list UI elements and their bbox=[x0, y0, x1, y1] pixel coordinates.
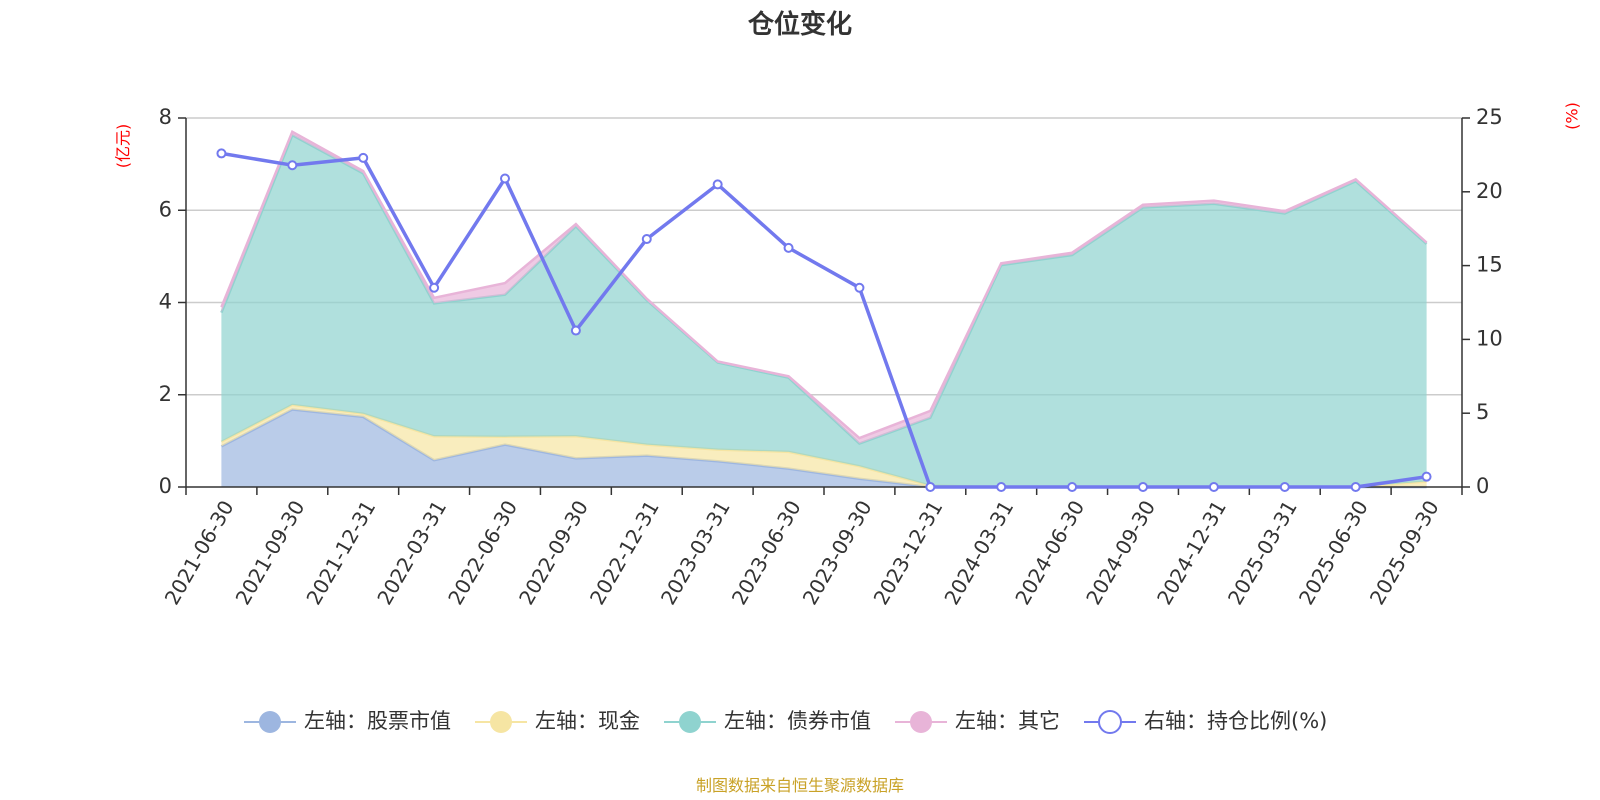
left-axis-unit: (亿元) bbox=[114, 124, 133, 169]
right-tick-label: 0 bbox=[1476, 474, 1489, 498]
legend-circle-marker bbox=[259, 711, 281, 733]
x-tick-label: 2023-03-31 bbox=[656, 496, 735, 609]
legend-circle-marker bbox=[910, 711, 932, 733]
left-tick-label: 0 bbox=[159, 474, 172, 498]
right-tick-label: 5 bbox=[1476, 400, 1489, 424]
x-tick-label: 2025-03-31 bbox=[1223, 496, 1302, 609]
right-tick-label: 15 bbox=[1476, 253, 1503, 277]
left-tick-label: 2 bbox=[159, 382, 172, 406]
ratio-point bbox=[712, 179, 723, 190]
ratio-point bbox=[358, 152, 369, 163]
ratio-point bbox=[996, 482, 1007, 492]
ratio-line bbox=[221, 151, 1427, 489]
ratio-point bbox=[570, 325, 581, 336]
ratio-point bbox=[1138, 482, 1148, 492]
right-tick-label: 25 bbox=[1476, 105, 1503, 129]
x-tick-label: 2021-09-30 bbox=[231, 496, 310, 609]
x-tick-label: 2024-09-30 bbox=[1081, 496, 1160, 609]
x-tick-label: 2024-03-31 bbox=[939, 496, 1018, 609]
ratio-point bbox=[925, 482, 936, 492]
area-edge-4 bbox=[220, 130, 1428, 440]
ratio-point bbox=[783, 242, 794, 253]
x-tick-label: 2023-06-30 bbox=[727, 496, 806, 609]
ratio-line-layer bbox=[216, 148, 1432, 492]
left-tick-label: 4 bbox=[159, 290, 172, 314]
x-tick-label: 2022-03-31 bbox=[372, 496, 451, 609]
chart-title: 仓位变化 bbox=[747, 9, 852, 40]
ratio-point bbox=[1067, 482, 1078, 492]
ratio-point bbox=[500, 173, 510, 184]
ratio-point bbox=[1208, 482, 1219, 492]
ratio-point bbox=[216, 148, 227, 159]
ratio-point bbox=[854, 282, 865, 293]
stacked-areas bbox=[220, 130, 1428, 489]
legend-circle-marker bbox=[1098, 710, 1122, 734]
left-tick-label: 8 bbox=[159, 105, 172, 129]
x-tick-label: 2022-09-30 bbox=[514, 496, 593, 609]
legend-label: 左轴：股票市值 bbox=[304, 709, 451, 733]
x-tick-label: 2021-06-30 bbox=[160, 496, 239, 609]
x-tick-label: 2024-12-31 bbox=[1152, 496, 1231, 609]
ratio-point bbox=[1421, 471, 1432, 482]
x-tick-label: 2022-06-30 bbox=[443, 496, 522, 609]
ratio-point bbox=[287, 160, 298, 171]
legend-label: 左轴：债券市值 bbox=[724, 709, 871, 733]
legend-circle-marker bbox=[679, 711, 701, 733]
legend-label: 左轴：现金 bbox=[535, 709, 640, 733]
right-axis-unit: (%) bbox=[1563, 102, 1582, 130]
legend-circle-marker bbox=[490, 711, 512, 733]
left-tick-label: 6 bbox=[159, 197, 172, 221]
source-note: 制图数据来自恒生聚源数据库 bbox=[696, 776, 904, 795]
x-tick-label: 2024-06-30 bbox=[1010, 496, 1089, 609]
ratio-point bbox=[429, 282, 440, 293]
x-tick-label: 2025-06-30 bbox=[1294, 496, 1373, 609]
x-tick-label: 2025-09-30 bbox=[1365, 496, 1444, 609]
ratio-point bbox=[1350, 482, 1361, 492]
x-tick-label: 2023-12-31 bbox=[869, 496, 948, 609]
x-tick-label: 2022-12-31 bbox=[585, 496, 664, 609]
legend-label: 右轴：持仓比例(%) bbox=[1144, 709, 1327, 733]
legend: 左轴：股票市值 左轴：现金 左轴：债券市值 左轴：其它 右轴：持仓比例(%) bbox=[244, 709, 1327, 734]
right-tick-label: 10 bbox=[1476, 326, 1503, 350]
x-tick-label: 2021-12-31 bbox=[301, 496, 380, 609]
area-1 bbox=[221, 409, 1427, 487]
right-tick-label: 20 bbox=[1476, 179, 1503, 203]
ratio-point bbox=[1279, 482, 1290, 492]
x-tick-label: 2023-09-30 bbox=[798, 496, 877, 609]
area-3 bbox=[221, 135, 1427, 487]
legend-label: 左轴：其它 bbox=[955, 709, 1060, 733]
ratio-point bbox=[641, 234, 652, 245]
area-2 bbox=[221, 404, 1427, 487]
